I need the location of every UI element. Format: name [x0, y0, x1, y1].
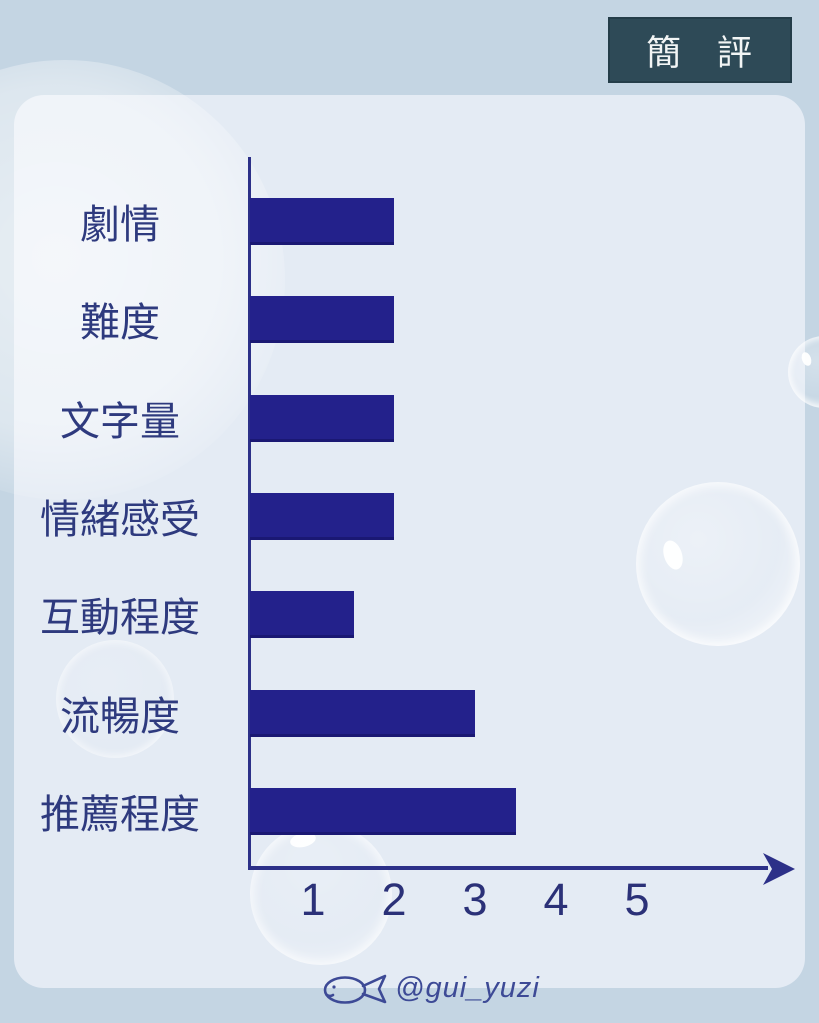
category-label: 互動程度: [40, 596, 200, 640]
category-label: 情緒感受: [40, 498, 200, 542]
x-axis-arrow-icon: [763, 853, 795, 885]
bar: [250, 493, 394, 540]
category-label: 流暢度: [60, 695, 180, 739]
bar: [250, 198, 394, 245]
author-signature: @gui_yuzi: [322, 968, 540, 1008]
title-badge: 簡 評: [608, 17, 792, 83]
bar: [250, 395, 394, 442]
x-tick-label: 5: [624, 874, 650, 925]
x-tick-label: 3: [462, 874, 488, 925]
category-label: 劇情: [80, 203, 160, 247]
category-label: 難度: [80, 301, 160, 345]
fish-doodle-icon: [323, 974, 387, 1004]
bar: [250, 690, 475, 737]
x-tick-label: 2: [381, 874, 407, 925]
y-axis-line: [248, 157, 251, 870]
bar: [250, 296, 394, 343]
bar: [250, 788, 516, 835]
bar: [250, 591, 354, 638]
x-axis-line: [248, 866, 768, 870]
author-handle: @gui_yuzi: [395, 971, 540, 1004]
x-tick-label: 1: [300, 874, 326, 925]
category-label: 推薦程度: [40, 793, 200, 837]
category-label: 文字量: [60, 400, 180, 444]
x-tick-label: 4: [543, 874, 569, 925]
